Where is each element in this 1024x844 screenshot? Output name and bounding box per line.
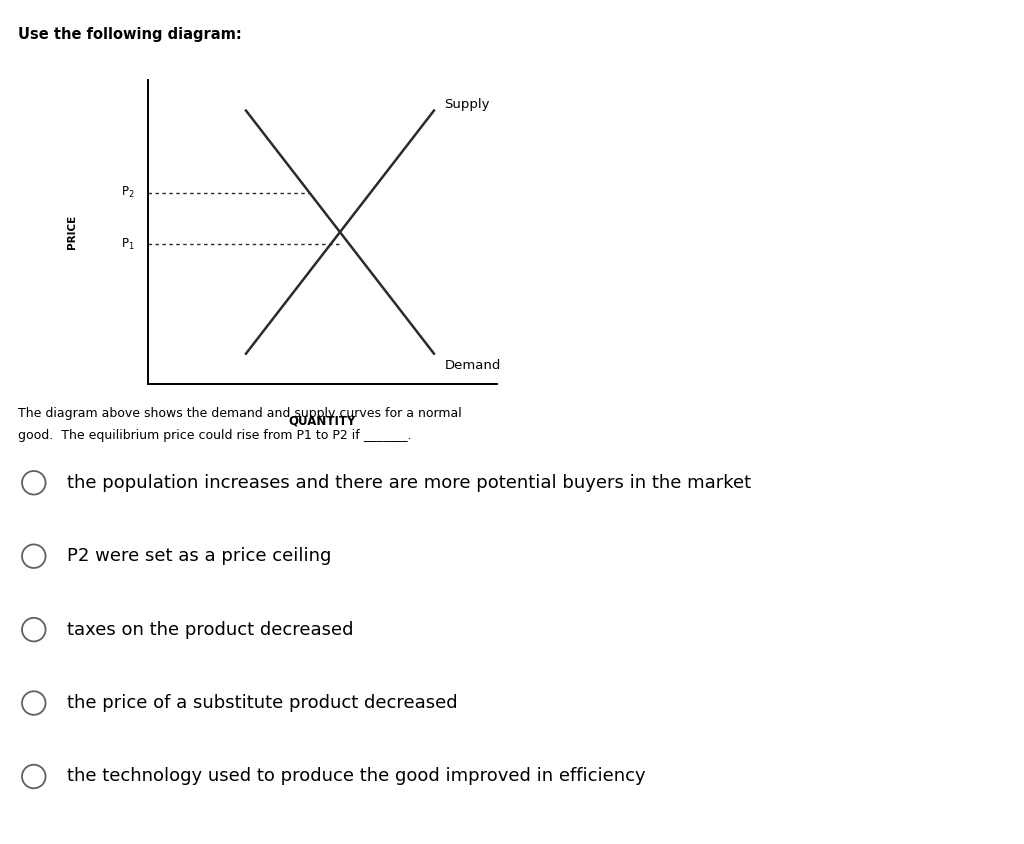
Text: P2 were set as a price ceiling: P2 were set as a price ceiling [67, 547, 331, 565]
Text: QUANTITY: QUANTITY [289, 414, 356, 427]
Text: PRICE: PRICE [67, 215, 77, 249]
Text: $\mathregular{P_1}$: $\mathregular{P_1}$ [121, 236, 134, 252]
Text: the price of a substitute product decreased: the price of a substitute product decrea… [67, 694, 457, 712]
Text: the technology used to produce the good improved in efficiency: the technology used to produce the good … [67, 767, 645, 786]
Text: Use the following diagram:: Use the following diagram: [18, 27, 243, 42]
Text: $\mathregular{P_2}$: $\mathregular{P_2}$ [121, 185, 134, 200]
Text: Demand: Demand [444, 360, 501, 372]
Text: The diagram above shows the demand and supply curves for a normal: The diagram above shows the demand and s… [18, 407, 462, 419]
Text: taxes on the product decreased: taxes on the product decreased [67, 620, 353, 639]
Text: good.  The equilibrium price could rise from P1 to P2 if _______.: good. The equilibrium price could rise f… [18, 429, 412, 441]
Text: the population increases and there are more potential buyers in the market: the population increases and there are m… [67, 473, 751, 492]
Text: Supply: Supply [444, 98, 489, 111]
